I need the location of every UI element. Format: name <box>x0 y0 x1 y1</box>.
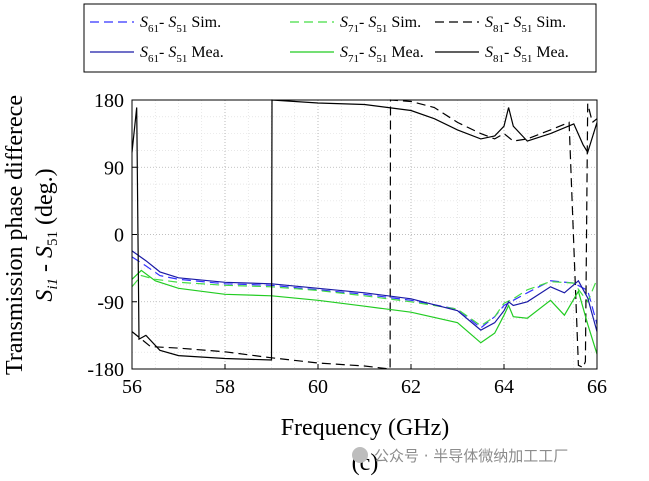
y-tick-label: 90 <box>104 157 124 179</box>
legend: S61- S51 Sim. S71- S51 Sim. S81- S51 Sim. S… <box>83 3 597 73</box>
x-tick-label: 64 <box>494 376 514 398</box>
series-line <box>131 99 598 361</box>
y-axis-label-bottom: Si1 - S51 (deg.) <box>32 168 61 301</box>
y-axis-label-group: Transmission phase differece <box>2 95 28 375</box>
legend-entry: S71- S51 Mea. <box>340 44 424 65</box>
x-tick-label: 58 <box>215 376 235 398</box>
legend-entry: S61- S51 Mea. <box>140 44 224 65</box>
legend-entry: S61- S51 Sim. <box>140 14 221 35</box>
series-line <box>131 256 598 329</box>
y-axis-label-group-2: Si1 - S51 (deg.) <box>32 168 61 301</box>
axes-labels: 56 58 60 62 64 66 180 90 0 -90 -180 <box>87 90 607 398</box>
y-tick-label: 180 <box>94 90 124 112</box>
y-tick-label: -90 <box>97 292 124 314</box>
legend-entry: S81- S51 Sim. <box>485 14 566 35</box>
watermark: 公众号 · 半导体微纳加工工厂 <box>352 447 568 465</box>
series-line <box>131 269 598 355</box>
legend-box <box>83 3 597 73</box>
series-line <box>131 250 598 332</box>
series-line <box>131 99 598 370</box>
legend-entry: S81- S51 Mea. <box>485 44 569 65</box>
legend-entry: S71- S51 Sim. <box>340 14 421 35</box>
x-tick-label: 56 <box>122 376 142 398</box>
plot-area <box>131 99 598 370</box>
x-tick-label: 60 <box>308 376 328 398</box>
wechat-icon <box>352 447 368 463</box>
y-tick-label: 0 <box>114 225 124 247</box>
y-tick-label: -180 <box>87 359 124 381</box>
x-tick-label: 62 <box>401 376 421 398</box>
x-axis-label: Frequency (GHz) <box>281 415 450 441</box>
y-axis-label-top: Transmission phase differece <box>2 95 28 375</box>
x-tick-label: 66 <box>587 376 607 398</box>
watermark-text: 公众号 · 半导体微纳加工工厂 <box>374 447 568 465</box>
